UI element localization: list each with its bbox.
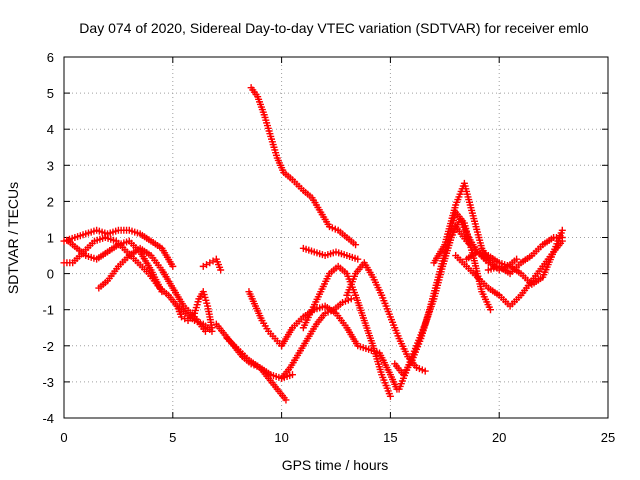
y-tick-label: 1 [47, 231, 54, 246]
x-tick-label: 10 [274, 430, 288, 445]
data-point-marker [386, 392, 394, 400]
series-track-j [247, 84, 360, 249]
x-axis-label: GPS time / hours [282, 457, 389, 473]
data-point-marker [354, 255, 362, 263]
series-track-e [173, 288, 216, 332]
data-point-marker [558, 234, 566, 241]
y-tick-label: 0 [47, 267, 54, 282]
data-points [60, 84, 566, 404]
y-axis-label: SDTVAR / TECUs [5, 182, 21, 294]
series-track-d [64, 237, 166, 296]
y-tick-label: -3 [42, 375, 54, 390]
grid [64, 57, 608, 418]
y-tick-label: 5 [47, 86, 54, 101]
data-point-marker [421, 367, 429, 375]
y-tick-label: -1 [42, 303, 54, 318]
data-point-marker [513, 255, 521, 263]
data-point-marker [352, 241, 360, 249]
series-track-m [299, 262, 394, 400]
x-tick-label: 20 [492, 430, 506, 445]
x-tick-label: 0 [60, 430, 67, 445]
series-track-r [430, 179, 521, 274]
data-point-marker [282, 396, 290, 404]
data-point-marker [217, 266, 225, 274]
series-track-k [278, 302, 401, 393]
axis-ticks: 0 5 10 15 20 25 -4 -3 -2 -1 0 1 2 3 4 5 6 [42, 50, 615, 445]
data-point-marker [158, 288, 166, 296]
data-point-marker [208, 324, 216, 332]
series-track-b [60, 226, 177, 270]
series-track-i [245, 288, 286, 350]
data-point-marker [347, 295, 355, 303]
data-point-marker [486, 306, 494, 314]
series-track-s [452, 237, 566, 310]
y-tick-label: 4 [47, 122, 54, 137]
chart-title: Day 074 of 2020, Sidereal Day-to-day VTE… [79, 20, 589, 36]
y-tick-label: -4 [42, 411, 54, 426]
series-track-v [452, 223, 492, 267]
data-point-marker [288, 371, 296, 379]
x-tick-label: 15 [383, 430, 397, 445]
data-point-marker [169, 262, 177, 270]
y-tick-label: 6 [47, 50, 54, 65]
series-track-f [199, 255, 225, 274]
y-tick-label: 3 [47, 158, 54, 173]
series-track-q [391, 208, 494, 379]
x-tick-label: 5 [169, 430, 176, 445]
x-tick-label: 25 [601, 430, 615, 445]
series-track-n [299, 244, 362, 263]
y-tick-label: -2 [42, 339, 54, 354]
series-track-o [343, 259, 429, 375]
data-point-marker [558, 226, 566, 234]
data-point-marker [201, 327, 209, 335]
y-tick-label: 2 [47, 194, 54, 209]
series-track-u [484, 234, 566, 278]
data-point-marker [484, 259, 492, 267]
series-track-l [278, 295, 355, 382]
